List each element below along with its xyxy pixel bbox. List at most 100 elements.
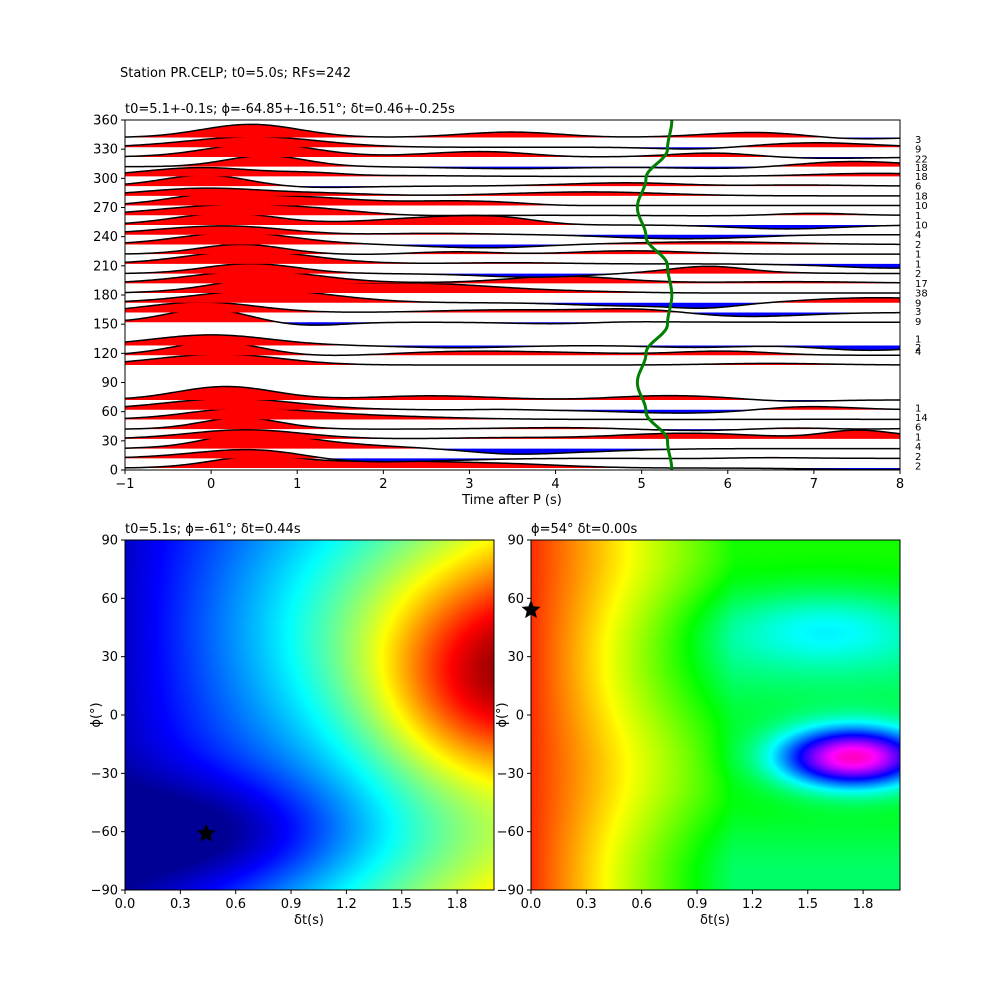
top-y-tick-label: 60	[101, 405, 118, 420]
left-panel-title: t0=5.1s; ϕ=-61°; δt=0.44s	[125, 522, 301, 537]
top-y-tick-label: 270	[93, 201, 118, 216]
bin-count-label: 2	[915, 343, 921, 354]
top-y-tick-label: 120	[93, 347, 118, 362]
bin-count-label: 18	[915, 163, 928, 174]
bin-count-label: 17	[915, 279, 928, 290]
rf-positive-fill	[125, 398, 900, 410]
top-x-tick-label: 7	[810, 477, 818, 492]
rf-negative-fill	[125, 263, 900, 269]
top-x-tick-label: 1	[293, 477, 301, 492]
rf-positive-fill	[125, 429, 900, 439]
bin-count-label: 4	[915, 442, 921, 453]
top-x-tick-label: 5	[638, 477, 646, 492]
y-tick-label: −60	[91, 825, 118, 840]
bin-count-label: 2	[915, 269, 921, 280]
top-x-tick-label: 6	[724, 477, 732, 492]
right-best-fit-star	[521, 600, 541, 619]
x-tick-label: 1.5	[391, 897, 412, 912]
right-y-axis-label: ϕ(°)	[495, 702, 510, 727]
bin-count-label: 9	[915, 298, 921, 309]
x-tick-label: 1.2	[336, 897, 357, 912]
rf-negative-fill	[125, 448, 900, 455]
y-tick-label: 0	[110, 709, 118, 724]
bin-count-label: 1	[915, 403, 921, 414]
bin-count-label: 18	[915, 172, 928, 183]
rf-trace-line	[125, 308, 900, 326]
receiver-function-panel: −1 0 1 2 3 4 5 6 7 8 0306090120150180210240270300…	[93, 102, 928, 508]
rf-positive-fill	[125, 417, 900, 430]
y-tick-label: −30	[497, 767, 524, 782]
bin-count-label: 1	[915, 250, 921, 261]
rf-positive-fill	[125, 270, 900, 284]
top-y-tick-label: 210	[93, 259, 118, 274]
rf-positive-fill	[125, 155, 900, 167]
rf-positive-fill	[125, 124, 900, 138]
top-y-tick-label: 180	[93, 289, 118, 304]
rf-positive-fill	[125, 408, 900, 420]
bin-count-label: 10	[915, 201, 928, 212]
rf-positive-fill	[125, 263, 900, 274]
y-tick-label: −30	[91, 767, 118, 782]
top-x-axis-label: Time after P (s)	[461, 493, 562, 508]
rf-positive-fill	[125, 455, 900, 469]
rf-negative-fill	[125, 312, 900, 317]
rf-trace-line	[125, 353, 900, 366]
left-best-fit-star	[196, 823, 216, 842]
rf-trace-line	[125, 301, 900, 318]
top-panel-title: t0=5.1+-0.1s; ϕ=-64.85+-16.51°; δt=0.46+…	[125, 102, 455, 117]
rf-trace-line	[125, 166, 900, 178]
right-heatmap	[531, 540, 900, 890]
rf-trace-line	[125, 429, 900, 440]
bin-count-label: 3	[915, 307, 921, 318]
rf-trace-line	[125, 174, 900, 189]
bin-count-label: 18	[915, 191, 928, 202]
top-y-tick-label: 300	[93, 172, 118, 187]
rf-positive-fill	[125, 204, 900, 216]
right-panel-title: ϕ=54° δt=0.00s	[531, 522, 638, 537]
bin-count-label: 1	[915, 211, 921, 222]
top-x-tick-label: 2	[379, 477, 387, 492]
left-ticks: 0.0 0.3 0.6 0.9 1.2 1.5 1.8 −90 −60 −30 0 30 60 90	[91, 534, 468, 913]
bin-count-label: 9	[915, 317, 921, 328]
top-y-tick-label: 30	[101, 434, 118, 449]
top-x-tick-label: 8	[896, 477, 904, 492]
left-x-axis-label: δt(s)	[294, 913, 324, 928]
rf-trace-line	[125, 243, 900, 256]
rf-negative-fill	[125, 273, 900, 278]
rf-trace-line	[125, 341, 900, 357]
bin-count-label: 4	[915, 347, 921, 358]
rf-positive-fill	[125, 449, 900, 459]
bin-count-label: 22	[915, 154, 928, 165]
rf-trace-line	[125, 385, 900, 402]
top-x-tick-label: 3	[465, 477, 473, 492]
bin-count-label: 1	[915, 259, 921, 270]
y-tick-label: 30	[101, 650, 118, 665]
energy-grid-right-panel: 0.0 0.3 0.6 0.9 1.2 1.5 1.8 −90 −60 −30 0 30 60 90 ϕ=…	[495, 522, 901, 928]
best-fit-star	[196, 823, 216, 842]
best-fit-star	[521, 600, 541, 619]
rf-positive-fill	[125, 136, 900, 148]
rf-trace-line	[125, 123, 900, 140]
top-y-tick-label: 360	[93, 114, 118, 129]
y-tick-label: 0	[516, 709, 524, 724]
figure-suptitle: Station PR.CELP; t0=5.0s; RFs=242	[120, 66, 351, 81]
rf-positive-fill	[125, 290, 900, 303]
x-tick-label: 0.0	[521, 897, 542, 912]
x-tick-label: 0.6	[631, 897, 652, 912]
bin-count-label: 1	[915, 334, 921, 345]
rf-negative-fill	[125, 302, 900, 309]
bin-count-label: 2	[915, 452, 921, 463]
y-tick-label: 60	[507, 592, 524, 607]
rf-negative-fill	[125, 234, 900, 239]
y-tick-label: 30	[507, 650, 524, 665]
top-x-ticks: −1 0 1 2 3 4 5 6 7 8	[115, 470, 904, 492]
bin-count-label: 2	[915, 462, 921, 473]
top-y-tick-label: 150	[93, 318, 118, 333]
x-tick-label: 0.9	[281, 897, 302, 912]
x-tick-label: 0.3	[170, 897, 191, 912]
x-tick-label: 1.8	[447, 897, 468, 912]
rf-negative-fill	[125, 186, 900, 188]
rf-positive-fill	[125, 334, 900, 346]
bin-count-label: 9	[915, 145, 921, 156]
